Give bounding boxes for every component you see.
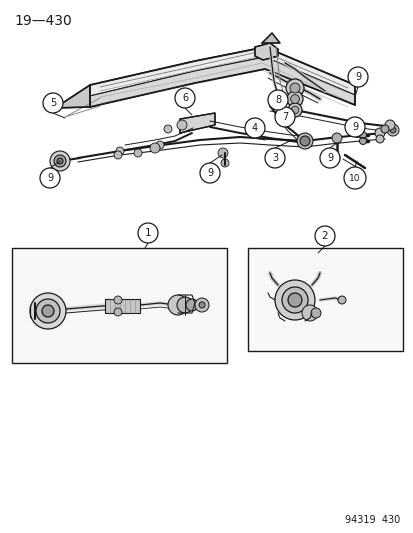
Circle shape — [386, 124, 398, 136]
Circle shape — [114, 296, 122, 304]
Text: 7: 7 — [281, 112, 287, 122]
Circle shape — [218, 148, 228, 158]
Circle shape — [199, 302, 204, 308]
Polygon shape — [180, 113, 214, 133]
Circle shape — [150, 143, 159, 153]
Circle shape — [116, 147, 124, 155]
Text: 4: 4 — [252, 123, 257, 133]
Circle shape — [286, 91, 302, 107]
Circle shape — [299, 136, 309, 146]
Text: 9: 9 — [206, 168, 213, 178]
Circle shape — [274, 107, 294, 127]
Circle shape — [264, 148, 284, 168]
Circle shape — [287, 293, 301, 307]
Circle shape — [358, 132, 366, 139]
Circle shape — [114, 151, 122, 159]
Circle shape — [281, 287, 307, 313]
Polygon shape — [261, 33, 279, 43]
Circle shape — [199, 163, 219, 183]
Text: 9: 9 — [47, 173, 53, 183]
Circle shape — [290, 83, 299, 93]
Circle shape — [347, 67, 367, 87]
Circle shape — [164, 125, 171, 133]
Circle shape — [314, 226, 334, 246]
Text: 10: 10 — [349, 174, 360, 182]
Text: 9: 9 — [354, 72, 360, 82]
Text: 9: 9 — [351, 122, 357, 132]
Circle shape — [43, 93, 63, 113]
Bar — [105, 299, 140, 313]
Circle shape — [195, 298, 209, 312]
Circle shape — [380, 125, 388, 133]
Circle shape — [30, 293, 66, 329]
Text: 19—430: 19—430 — [14, 14, 71, 28]
Circle shape — [42, 305, 54, 317]
Circle shape — [384, 120, 394, 130]
Polygon shape — [55, 85, 90, 108]
Circle shape — [301, 305, 317, 321]
Circle shape — [296, 133, 312, 149]
Circle shape — [40, 168, 60, 188]
Circle shape — [290, 106, 298, 114]
Circle shape — [358, 138, 366, 144]
Text: 5: 5 — [50, 98, 56, 108]
Text: 9: 9 — [326, 153, 332, 163]
Circle shape — [57, 158, 63, 164]
Circle shape — [134, 149, 142, 157]
Circle shape — [185, 299, 197, 311]
Text: 3: 3 — [271, 153, 278, 163]
Circle shape — [333, 155, 339, 161]
Text: 94319  430: 94319 430 — [344, 515, 399, 525]
Text: 2: 2 — [321, 231, 328, 241]
Circle shape — [319, 148, 339, 168]
Bar — [12, 248, 226, 363]
Text: 8: 8 — [274, 95, 280, 105]
Circle shape — [175, 88, 195, 108]
Circle shape — [343, 167, 365, 189]
Circle shape — [156, 141, 164, 149]
Polygon shape — [90, 57, 354, 107]
Circle shape — [177, 120, 187, 130]
Circle shape — [54, 155, 66, 167]
Circle shape — [389, 127, 395, 133]
Text: 1: 1 — [144, 228, 151, 238]
Circle shape — [36, 299, 60, 323]
Circle shape — [244, 118, 264, 138]
Circle shape — [290, 94, 299, 103]
Circle shape — [287, 103, 301, 117]
Circle shape — [221, 159, 228, 167]
Circle shape — [138, 223, 158, 243]
Circle shape — [337, 296, 345, 304]
Circle shape — [344, 117, 364, 137]
Circle shape — [285, 79, 303, 97]
Bar — [247, 248, 402, 351]
Circle shape — [168, 295, 188, 315]
Circle shape — [50, 151, 70, 171]
Circle shape — [375, 135, 383, 143]
Polygon shape — [90, 47, 354, 96]
Circle shape — [310, 308, 320, 318]
Circle shape — [331, 133, 341, 143]
Polygon shape — [254, 43, 277, 60]
Circle shape — [267, 90, 287, 110]
Circle shape — [374, 128, 384, 138]
Circle shape — [274, 280, 314, 320]
Text: 6: 6 — [181, 93, 188, 103]
Circle shape — [114, 308, 122, 316]
Circle shape — [177, 297, 192, 313]
